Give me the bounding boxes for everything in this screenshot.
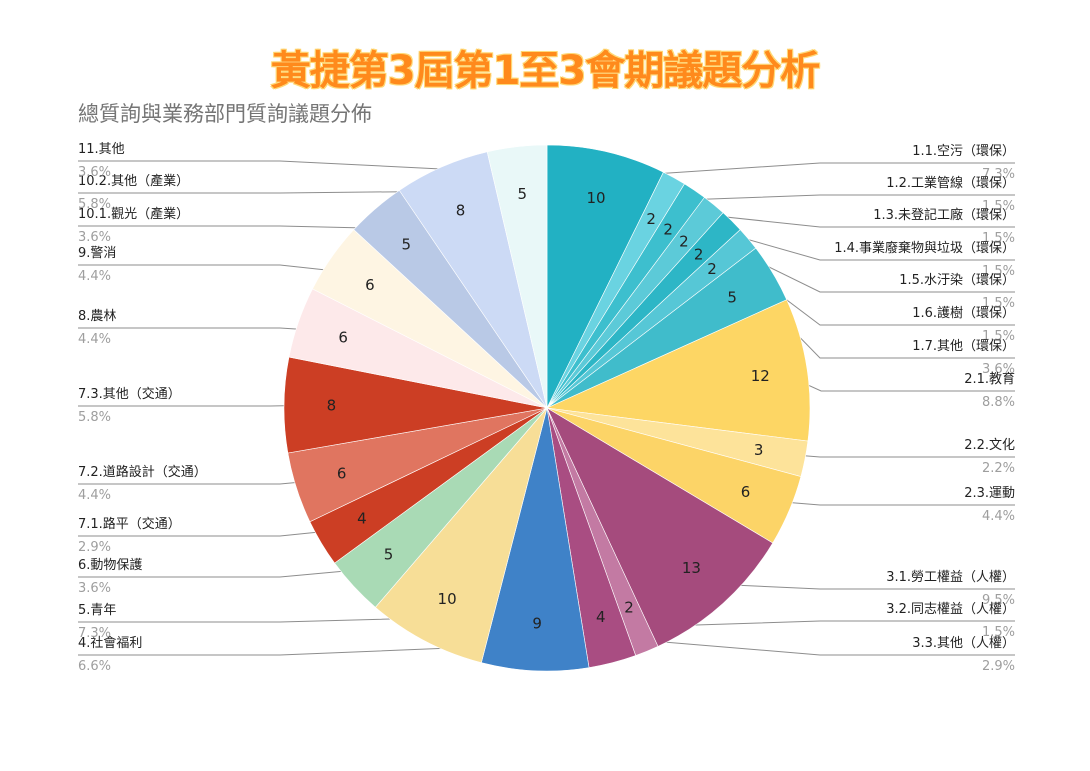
- leader-line: [779, 453, 1015, 458]
- slice-value-label: 2: [694, 246, 704, 264]
- slice-percent: 4.4%: [78, 269, 111, 284]
- pie-slice: [546, 144, 664, 409]
- pie-slice: [374, 407, 548, 664]
- pie-slice: [545, 299, 811, 442]
- banner-title: 黃捷第3屆第1至3會期議題分析: [270, 48, 821, 94]
- slice-percent: 7.3%: [78, 626, 111, 641]
- leader-line: [78, 190, 453, 194]
- slice-label: 7.3.其他（交通）: [78, 386, 181, 402]
- slice-value-label: 6: [741, 483, 751, 501]
- slice-percent: 5.8%: [78, 410, 111, 425]
- leader-line: [636, 620, 1015, 628]
- slice-percent: 4.4%: [78, 332, 111, 347]
- slice-label: 3.3.其他（人權）: [912, 636, 1015, 651]
- slice-label: 9.警消: [78, 245, 116, 261]
- slice-value-label: 9: [532, 614, 542, 632]
- slice-label: 1.3.未登記工廠（環保）: [873, 207, 1015, 223]
- slice-label: 2.2.文化: [964, 438, 1015, 453]
- slice-percent: 4.4%: [78, 488, 111, 503]
- slice-label: 7.1.路平（交通）: [78, 516, 181, 532]
- slice-value-label: 4: [357, 510, 367, 528]
- slice-value-label: 10: [438, 590, 457, 608]
- leader-line: [78, 264, 353, 274]
- leader-line: [606, 636, 1015, 656]
- slice-label: 10.2.其他（產業）: [78, 173, 189, 189]
- slice-value-label: 2: [707, 260, 717, 278]
- slice-label: 3.1.勞工權益（人權）: [886, 570, 1015, 585]
- slice-label: 1.7.其他（環保）: [912, 339, 1015, 354]
- slice-percent: 1.5%: [982, 625, 1015, 640]
- slice-percent: 1.5%: [982, 199, 1015, 214]
- slice-value-label: 5: [518, 185, 528, 203]
- slice-label: 4.社會福利: [78, 635, 142, 651]
- leader-line: [78, 404, 311, 407]
- slice-label: 7.2.道路設計（交通）: [78, 464, 207, 480]
- slice-percent: 1.5%: [982, 296, 1015, 311]
- slice-percent: 3.6%: [982, 362, 1015, 377]
- slice-value-label: 2: [679, 232, 689, 250]
- slice-value-label: 8: [456, 202, 466, 220]
- slice-value-label: 4: [596, 608, 606, 626]
- slice-percent: 5.8%: [78, 197, 111, 212]
- slice-percent: 7.3%: [982, 167, 1015, 182]
- leader-line: [705, 583, 1015, 590]
- leader-line: [78, 327, 324, 332]
- slice-value-label: 8: [327, 397, 337, 415]
- slice-label: 1.6.護樹（環保）: [912, 305, 1015, 321]
- slice-value-label: 2: [646, 210, 656, 228]
- slice-value-label: 12: [751, 367, 770, 385]
- slice-percent: 1.5%: [982, 264, 1015, 279]
- slice-value-label: 2: [663, 221, 673, 239]
- slice-percent: 1.5%: [982, 329, 1015, 344]
- slice-label: 10.1.觀光（產業）: [78, 206, 189, 222]
- slice-percent: 2.2%: [982, 461, 1015, 476]
- slice-label: 6.動物保護: [78, 557, 142, 573]
- slice-value-label: 3: [754, 441, 764, 459]
- slice-label: 3.2.同志權益（人權）: [886, 602, 1015, 617]
- pie-slice: [486, 144, 548, 409]
- leader-line: [661, 194, 1015, 202]
- slice-label: 2.3.運動: [964, 486, 1015, 501]
- leader-line: [78, 225, 393, 230]
- slice-percent: 1.5%: [982, 231, 1015, 246]
- leader-line: [600, 162, 1015, 178]
- slice-percent: 4.4%: [982, 509, 1015, 524]
- slice-label: 1.2.工業管線（環保）: [886, 175, 1015, 191]
- leader-line: [764, 500, 1015, 506]
- leader-line: [78, 617, 438, 623]
- slice-percent: 3.6%: [78, 581, 111, 596]
- pie-slice: [546, 407, 774, 647]
- slice-label: 1.1.空污（環保）: [912, 144, 1015, 159]
- slice-value-label: 6: [337, 465, 347, 483]
- slice-percent: 3.6%: [78, 165, 111, 180]
- chart-title: 總質詢與業務部門質詢議題分佈: [78, 102, 372, 126]
- slice-value-label: 6: [338, 329, 348, 347]
- slice-label: 8.農林: [78, 309, 116, 324]
- slice-value-label: 5: [402, 236, 412, 254]
- slice-value-label: 13: [682, 559, 701, 577]
- slice-label: 2.1.教育: [964, 371, 1015, 387]
- slice-percent: 6.6%: [78, 659, 111, 674]
- leader-line: [78, 479, 322, 485]
- slice-value-label: 5: [727, 288, 737, 306]
- slice-value-label: 6: [365, 276, 375, 294]
- slice-value-label: 5: [384, 545, 394, 563]
- slice-label: 11.其他: [78, 142, 125, 157]
- slice-label: 1.5.水汙染（環保）: [899, 273, 1015, 288]
- slice-label: 1.4.事業廢棄物與垃圾（環保）: [834, 240, 1015, 256]
- pie-slice: [480, 407, 590, 672]
- slice-value-label: 2: [624, 599, 634, 617]
- slice-percent: 2.9%: [982, 659, 1015, 674]
- slice-percent: 9.5%: [982, 593, 1015, 608]
- slice-percent: 2.9%: [78, 540, 111, 555]
- slice-percent: 8.8%: [982, 395, 1015, 410]
- slice-value-label: 10: [586, 189, 605, 207]
- slice-label: 5.青年: [78, 603, 116, 618]
- slice-percent: 3.6%: [78, 230, 111, 245]
